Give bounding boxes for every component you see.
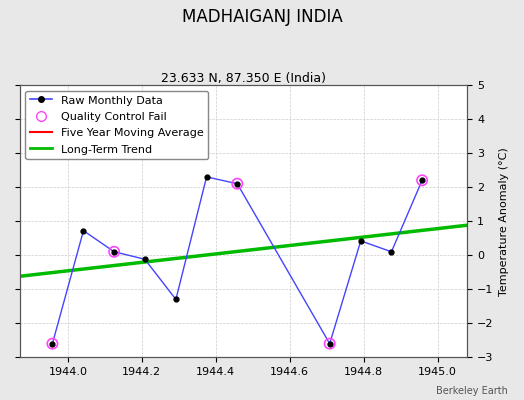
Legend: Raw Monthly Data, Quality Control Fail, Five Year Moving Average, Long-Term Tren: Raw Monthly Data, Quality Control Fail, …: [26, 90, 208, 159]
Title: 23.633 N, 87.350 E (India): 23.633 N, 87.350 E (India): [161, 72, 326, 85]
Point: [418, 177, 427, 184]
Point: [233, 180, 242, 187]
Point: [325, 340, 334, 347]
Text: Berkeley Earth: Berkeley Earth: [436, 386, 508, 396]
Text: MADHAIGANJ INDIA: MADHAIGANJ INDIA: [182, 8, 342, 26]
Point: [48, 340, 57, 347]
Point: [110, 248, 118, 255]
Y-axis label: Temperature Anomaly (°C): Temperature Anomaly (°C): [499, 147, 509, 296]
